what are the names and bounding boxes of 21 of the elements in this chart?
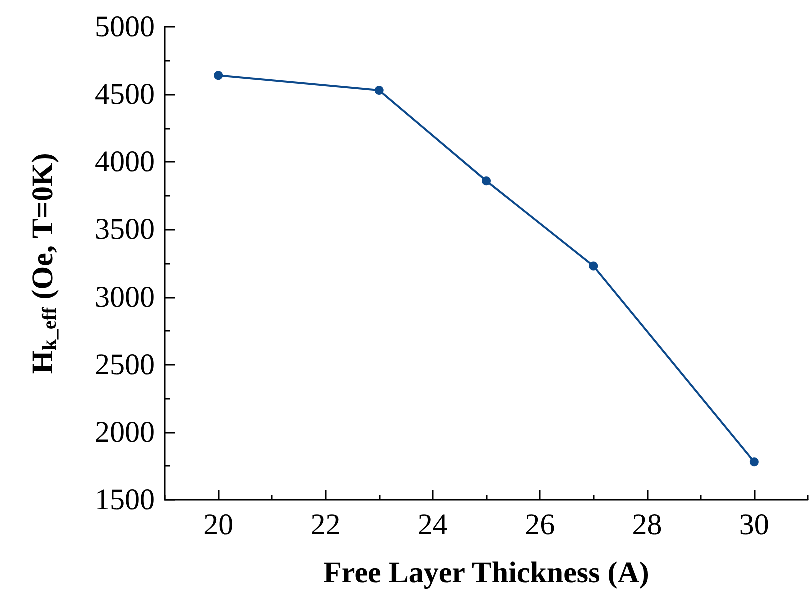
- point: [374, 86, 384, 96]
- x-axis-title: Free Layer Thickness (A): [324, 556, 650, 590]
- x-tick-label: 22: [310, 508, 341, 542]
- x-tick-label: 30: [739, 508, 770, 542]
- y-axis-title: Hk_eff (Oe, T=0K): [26, 153, 61, 374]
- point: [482, 176, 491, 186]
- y-tick-label: 4000: [95, 146, 155, 179]
- x-tick-label: 20: [204, 508, 234, 542]
- point: [214, 71, 224, 80]
- y-tick-label: 5000: [95, 10, 155, 44]
- point: [750, 458, 759, 467]
- x-tick-label: 24: [418, 508, 448, 542]
- x-tick-label: 26: [525, 508, 556, 542]
- y-tick-label: 2000: [95, 416, 155, 449]
- y-tick-label: 4500: [95, 78, 155, 112]
- y-tick-label: 1500: [95, 484, 155, 516]
- y-tick-label: 3000: [95, 280, 155, 314]
- x-tick-label: 28: [632, 508, 662, 542]
- y-tick-label: 3500: [95, 213, 155, 246]
- point: [589, 262, 598, 271]
- y-tick-label: 2500: [95, 348, 155, 382]
